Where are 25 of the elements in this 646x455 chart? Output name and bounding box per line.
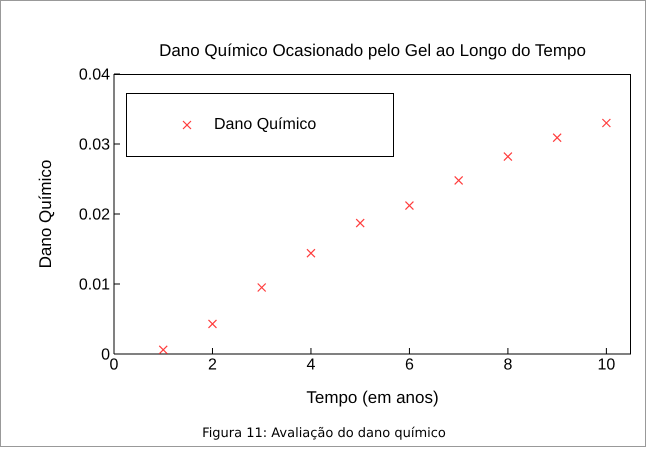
legend-label: Dano Químico <box>214 116 316 134</box>
point <box>306 248 316 258</box>
point <box>158 345 168 354</box>
y-tick-label: 0.02 <box>78 206 110 224</box>
x-tick-label: 4 <box>306 356 316 374</box>
x-axis-title: Tempo (em anos) <box>305 388 440 408</box>
point <box>356 218 365 228</box>
x-tick-label: 2 <box>208 356 218 374</box>
point <box>404 201 414 210</box>
legend: Dano Químico <box>126 93 394 157</box>
y-tick-label: 0.03 <box>78 136 110 154</box>
point <box>454 176 464 185</box>
chart-title: Dano Químico Ocasionado pelo Gel ao Longo do Tempo <box>158 41 587 61</box>
x-tick-label: 8 <box>503 356 512 374</box>
text: Figura 11: Avaliação do dano químico <box>201 426 447 441</box>
point <box>257 282 266 292</box>
x-tick-label: 6 <box>404 356 414 374</box>
point <box>503 152 513 162</box>
y-tick-label: 0.01 <box>78 276 110 294</box>
point <box>552 133 562 142</box>
y-axis-title: Dano Químico <box>36 158 56 270</box>
y-tick-label: 0.04 <box>78 66 110 84</box>
x-tick-label: 10 <box>597 356 616 374</box>
point <box>208 319 218 328</box>
point <box>602 118 611 128</box>
